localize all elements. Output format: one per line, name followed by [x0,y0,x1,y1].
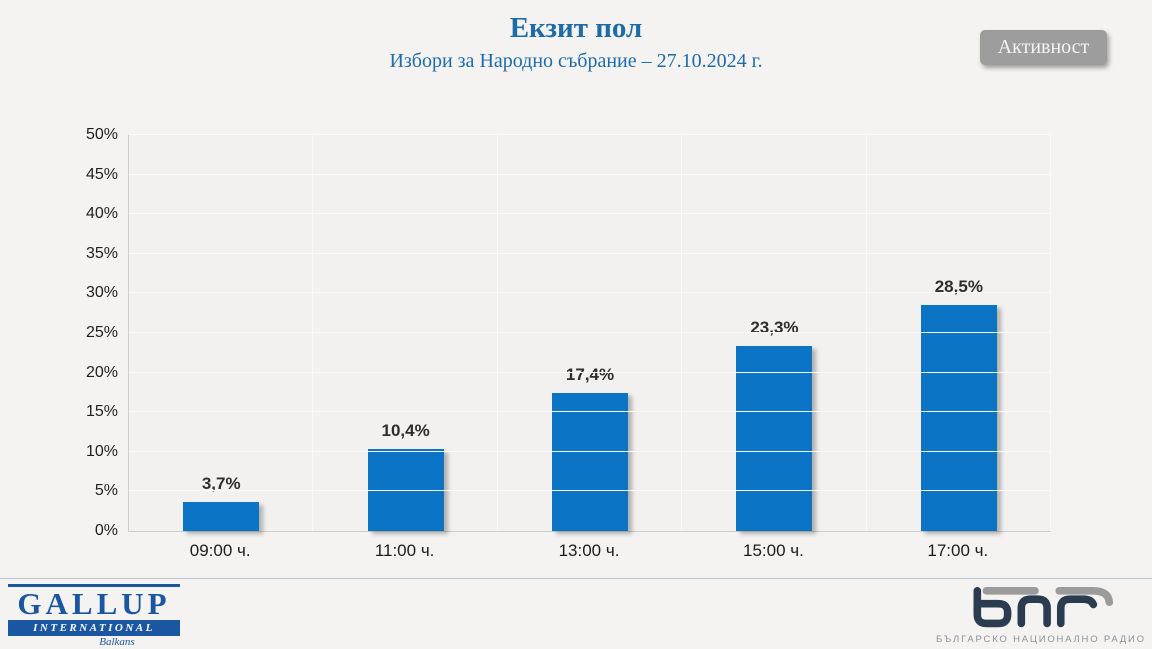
gridline-vertical [312,135,314,531]
page-subtitle: Избори за Народно събрание – 27.10.2024 … [389,50,763,72]
bar-value-label: 23,3% [750,318,799,338]
x-tick-label: 17:00 ч. [927,541,989,560]
gallup-logo-sub: INTERNATIONAL [33,622,155,634]
x-axis-labels: 09:00 ч. 11:00 ч. 13:00 ч. 15:00 ч. 17:00 ч. [128,541,1050,561]
gridline-vertical [1050,135,1051,531]
bar [183,501,260,531]
bnr-logo: БЪЛГАРСКО НАЦИОНАЛНО РАДИО [936,584,1146,645]
bar-value-label: 3,7% [201,473,241,493]
bar [552,393,629,531]
gridline-vertical [865,135,867,531]
bar [920,305,997,531]
bar-column: 3,7% [129,135,313,531]
bar-value-label: 17,4% [565,365,615,385]
bar-column: 28,5% [867,135,1051,531]
bnr-logo-caption: БЪЛГАРСКО НАЦИОНАЛНО РАДИО [936,634,1146,645]
gallup-logo-banner: INTERNATIONAL [8,620,180,636]
gallup-logo-name: GALLUP [17,586,171,621]
gridline-vertical [681,135,683,531]
gridline-horizontal [129,332,1051,333]
gridline-horizontal [129,134,1051,135]
x-tick-label: 15:00 ч. [742,541,804,560]
gridline-horizontal [129,213,1051,215]
y-tick-label: 5% [94,482,118,500]
bar-column: 10,4% [313,135,497,531]
bar-column: 17,4% [498,135,682,531]
x-tick-label: 09:00 ч. [189,541,251,560]
gridline-horizontal [129,371,1051,373]
y-tick-label: 25% [85,324,118,341]
gallup-logo-region: Balkans [99,636,135,648]
plot-columns: 3,7% 10,4% 17,4% 23,3% 28,5% [129,135,1051,531]
y-tick-label: 40% [85,205,118,223]
bar [367,448,444,531]
gridline-horizontal [129,292,1051,294]
gridline-horizontal [129,411,1051,413]
y-tick-label: 15% [85,403,118,421]
gridline-horizontal [129,173,1051,175]
gallup-logo: GALLUP INTERNATIONAL Balkans [8,584,180,648]
activity-button[interactable]: Активност [980,30,1107,65]
bar-value-label: 10,4% [381,420,430,440]
plot-area: 3,7% 10,4% 17,4% 23,3% 28,5% [128,134,1051,532]
y-axis-labels: 0% 5% 10% 15% 20% 25% 30% 35% 40% 45% 50% [40,126,118,539]
bar-value-label: 28,5% [934,277,983,297]
footer-divider [0,578,1152,579]
y-tick-label: 35% [85,244,118,262]
y-tick-label: 45% [85,165,118,183]
y-tick-label: 20% [85,363,118,381]
bnr-logo-icon [973,587,1114,628]
bar-column: 23,3% [682,135,866,531]
bar [736,346,813,531]
gridline-horizontal [129,490,1051,492]
y-tick-label: 10% [85,442,118,460]
gridline-vertical [496,135,498,531]
y-tick-label: 0% [94,522,118,539]
page-title: Екзит пол [509,12,643,44]
gridline-horizontal [129,252,1051,254]
x-tick-label: 11:00 ч. [374,541,435,560]
y-tick-label: 30% [85,284,118,302]
gridline-horizontal [129,450,1051,452]
gallup-logo-rule [8,584,180,587]
y-tick-label: 50% [85,126,118,143]
x-tick-label: 13:00 ч. [558,541,620,560]
